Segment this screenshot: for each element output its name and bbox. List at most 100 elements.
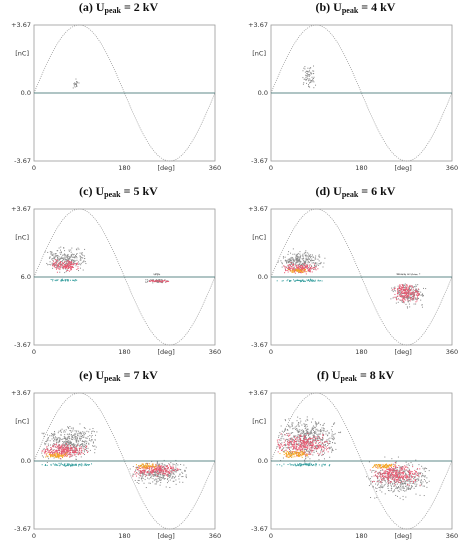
scatter-point bbox=[390, 483, 392, 485]
scatter-point bbox=[142, 466, 144, 468]
scatter-point bbox=[76, 453, 78, 455]
scatter-point bbox=[302, 451, 304, 453]
scatter-point bbox=[86, 450, 88, 452]
scatter-point bbox=[74, 443, 76, 445]
scatter-point bbox=[309, 458, 311, 460]
scatter-point bbox=[404, 477, 406, 479]
scatter-point bbox=[322, 454, 324, 456]
scatter-point bbox=[395, 297, 397, 299]
scatter-point bbox=[398, 288, 400, 290]
scatter-point bbox=[377, 480, 379, 482]
scatter-point bbox=[65, 444, 67, 446]
scatter-point bbox=[301, 264, 303, 266]
scatter-point bbox=[416, 298, 418, 300]
scatter-point bbox=[410, 476, 412, 478]
scatter-point bbox=[75, 450, 77, 452]
scatter-point bbox=[311, 442, 313, 444]
scatter-point bbox=[70, 464, 72, 466]
scatter-point bbox=[138, 466, 140, 468]
scatter-point bbox=[59, 440, 61, 442]
scatter-point bbox=[300, 447, 302, 449]
scatter-point bbox=[72, 449, 74, 451]
scatter-point bbox=[152, 471, 154, 473]
scatter-point bbox=[304, 265, 306, 267]
reference-sine-wave bbox=[33, 208, 216, 346]
scatter-point bbox=[383, 476, 385, 478]
scatter-point bbox=[315, 447, 317, 449]
y-axis-label: [nC] bbox=[15, 418, 29, 426]
scatter-point bbox=[315, 258, 317, 260]
scatter-point bbox=[414, 483, 416, 485]
scatter-point bbox=[162, 464, 164, 466]
scatter-point bbox=[302, 448, 304, 450]
scatter-point bbox=[81, 441, 83, 443]
scatter-point bbox=[421, 475, 423, 477]
scatter-point bbox=[309, 447, 311, 449]
scatter-point bbox=[74, 464, 76, 466]
scatter-point bbox=[375, 466, 377, 468]
scatter-point bbox=[287, 447, 288, 449]
scatter-point bbox=[407, 484, 409, 486]
scatter-point bbox=[404, 490, 406, 492]
scatter-point bbox=[80, 431, 82, 433]
scatter-point bbox=[297, 454, 299, 456]
scatter-point bbox=[407, 476, 409, 478]
scatter-point bbox=[314, 445, 316, 447]
scatter-point bbox=[62, 454, 64, 456]
scatter-point bbox=[418, 472, 420, 474]
scatter-point bbox=[394, 477, 396, 479]
scatter-point bbox=[81, 444, 83, 446]
scatter-point bbox=[399, 478, 401, 480]
scatter-point bbox=[406, 296, 408, 298]
scatter-point bbox=[65, 453, 67, 455]
scatter-point bbox=[310, 81, 312, 83]
scatter-point bbox=[68, 250, 70, 252]
scatter-point bbox=[292, 422, 294, 424]
scatter-point bbox=[309, 82, 311, 84]
scatter-point bbox=[329, 440, 331, 442]
scatter-point bbox=[289, 463, 291, 465]
scatter-point bbox=[58, 446, 60, 448]
scatter-point bbox=[293, 451, 295, 453]
scatter-point bbox=[402, 288, 404, 290]
scatter-point bbox=[304, 425, 306, 427]
scatter-point bbox=[308, 434, 310, 436]
scatter-point bbox=[410, 296, 412, 298]
scatter-point bbox=[288, 446, 290, 448]
scatter-point bbox=[408, 473, 410, 475]
scatter-point bbox=[57, 257, 59, 259]
scatter-point bbox=[287, 261, 289, 263]
scatter-point bbox=[154, 471, 156, 473]
scatter-point bbox=[408, 488, 410, 490]
scatter-point bbox=[159, 484, 161, 486]
scatter-cluster bbox=[283, 262, 319, 275]
scatter-point bbox=[139, 473, 141, 475]
scatter-point bbox=[50, 456, 52, 458]
scatter-point bbox=[161, 477, 163, 479]
scatter-point bbox=[322, 443, 324, 445]
scatter-point bbox=[422, 294, 424, 296]
scatter-point bbox=[395, 473, 397, 475]
scatter-point bbox=[75, 463, 77, 465]
scatter-point bbox=[402, 297, 404, 299]
scatter-point bbox=[320, 439, 322, 441]
scatter-point bbox=[298, 270, 300, 272]
scatter-point bbox=[60, 429, 62, 431]
scatter-point bbox=[70, 251, 72, 253]
scatter-point bbox=[64, 267, 66, 269]
scatter-point bbox=[404, 293, 406, 295]
scatter-point bbox=[303, 438, 305, 440]
scatter-point bbox=[288, 447, 290, 449]
scatter-point bbox=[62, 452, 64, 454]
scatter-point bbox=[55, 438, 57, 440]
scatter-point bbox=[397, 480, 399, 482]
scatter-point bbox=[46, 434, 48, 436]
scatter-point bbox=[51, 265, 53, 267]
scatter-point bbox=[374, 472, 376, 474]
scatter-point bbox=[53, 443, 55, 445]
scatter-point bbox=[405, 299, 407, 301]
scatter-point bbox=[83, 260, 85, 262]
scatter-point bbox=[314, 280, 316, 282]
scatter-point bbox=[320, 445, 322, 447]
scatter-point bbox=[304, 449, 306, 451]
